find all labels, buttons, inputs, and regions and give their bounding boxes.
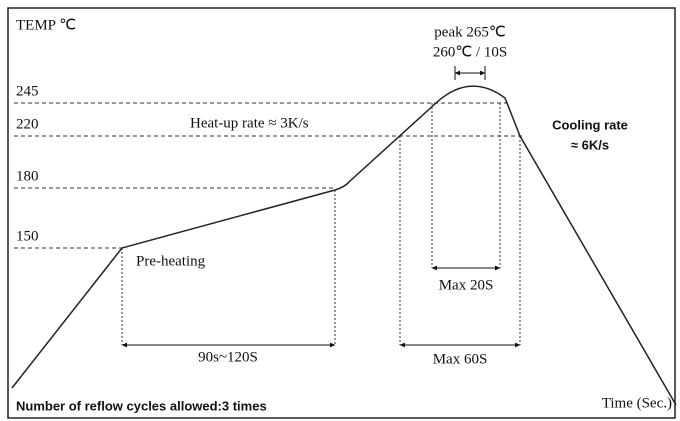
max20: Max 20S [439,277,494,293]
max60: Max 60S [433,351,488,367]
y-label: TEMP ℃ [16,17,76,33]
peak-sub: 260℃ / 10S [433,44,507,60]
pre-heating: Pre-heating [136,253,206,269]
cooling-2: ≈ 6K/s [571,137,609,152]
frame [7,7,676,419]
peak-label: peak 265℃ [434,24,505,40]
level-label: 180 [16,168,39,184]
heat-up: Heat-up rate ≈ 3K/s [190,115,309,131]
footer: Number of reflow cycles allowed:3 times [16,398,267,413]
preheat-duration: 90s~120S [198,349,258,365]
level-label: 245 [16,83,39,99]
level-label: 150 [16,228,39,244]
cooling-1: Cooling rate [552,117,628,132]
x-label: Time (Sec.) [602,395,672,411]
level-label: 220 [16,116,39,132]
profile-curve [11,85,677,406]
